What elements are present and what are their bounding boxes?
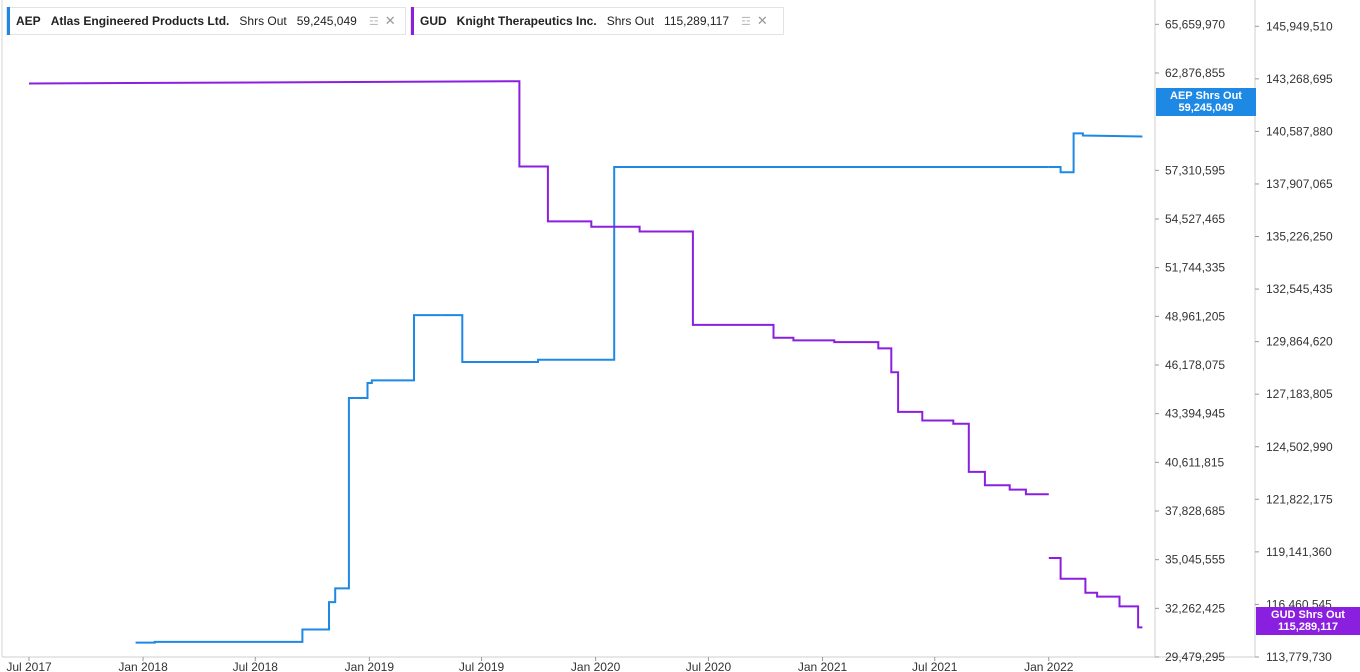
y-left-tick-label: 46,178,075 [1165, 358, 1225, 372]
legend-aep[interactable]: AEP Atlas Engineered Products Ltd. Shrs … [6, 7, 406, 35]
legend-value: 115,289,117 [664, 14, 729, 28]
x-tick-label: Jul 2018 [233, 660, 279, 672]
y-axis-right: 145,949,510 143,268,695 140,587,880 137,907… [1255, 19, 1333, 664]
legend-color-swatch [7, 7, 10, 35]
legend-field: Shrs Out [606, 14, 655, 28]
gud-tag-label: GUD Shrs Out [1271, 609, 1345, 621]
x-tick-label: Jan 2022 [1024, 660, 1074, 672]
legend-company-name: Knight Therapeutics Inc. [456, 14, 597, 28]
x-axis: Jul 2017 Jan 2018 Jul 2018 Jan 2019 Jul 2019… [6, 657, 1074, 672]
aep-tag-value: 59,245,049 [1178, 102, 1234, 114]
y-right-tick-label: 132,545,435 [1266, 282, 1333, 296]
aep-shrs-out-line-segment-3 [1048, 132, 1143, 174]
y-right-tick-label: 127,183,805 [1266, 387, 1333, 401]
gud-tag-value: 115,289,117 [1278, 621, 1338, 633]
y-right-tick-label: 121,822,175 [1266, 492, 1333, 506]
y-axis-left: 65,659,970 62,876,855 57,310,595 54,527,465… [1155, 17, 1225, 664]
x-tick-label: Jul 2020 [686, 660, 732, 672]
aep-shrs-out-line-segment-2 [441, 166, 1049, 363]
y-right-tick-label: 113,779,730 [1266, 650, 1332, 664]
y-right-tick-label: 119,141,360 [1266, 545, 1332, 559]
hide-series-icon[interactable]: ☲ [368, 15, 379, 28]
y-right-tick-label: 143,268,695 [1266, 72, 1333, 86]
y-right-tick-label: 124,502,990 [1266, 440, 1333, 454]
gud-shrs-out-line-segment-1 [1048, 557, 1143, 629]
y-left-tick-label: 62,876,855 [1165, 66, 1225, 80]
legend-value: 59,245,049 [296, 14, 357, 28]
y-right-tick-label: 129,864,620 [1266, 335, 1333, 349]
gud-last-value-tag: GUD Shrs Out 115,289,117 [1256, 607, 1360, 635]
legend-company-name: Atlas Engineered Products Ltd. [50, 14, 230, 28]
y-left-tick-label: 29,479,295 [1165, 650, 1225, 664]
legend-gud[interactable]: GUD Knight Therapeutics Inc. Shrs Out 11… [410, 7, 784, 35]
y-right-tick-label: 145,949,510 [1266, 19, 1333, 33]
x-tick-label: Jul 2019 [459, 660, 505, 672]
aep-tag-label: AEP Shrs Out [1170, 90, 1242, 102]
close-icon[interactable]: ✕ [756, 13, 768, 28]
x-tick-label: Jan 2019 [345, 660, 395, 672]
close-icon[interactable]: ✕ [384, 13, 396, 28]
aep-shrs-out-line-segment-1 [356, 314, 442, 399]
y-left-tick-label: 40,611,815 [1165, 455, 1224, 469]
y-left-tick-label: 48,961,205 [1165, 309, 1225, 323]
series-layer [28, 80, 1143, 644]
legend-ticker: AEP [16, 14, 41, 28]
y-right-tick-label: 135,226,250 [1266, 230, 1333, 244]
y-left-tick-label: 37,828,685 [1165, 504, 1225, 518]
legend-color-swatch [411, 7, 414, 35]
aep-shrs-out-line-segment-0 [135, 397, 357, 644]
hide-series-icon[interactable]: ☲ [741, 15, 751, 28]
y-left-tick-label: 51,744,335 [1165, 261, 1225, 275]
y-right-tick-label: 137,907,065 [1266, 177, 1333, 191]
plot-frame [1, 0, 1256, 658]
y-left-tick-label: 35,045,555 [1165, 553, 1225, 567]
y-left-tick-label: 43,394,945 [1165, 407, 1225, 421]
y-left-tick-label: 32,262,425 [1165, 601, 1225, 615]
legend-field: Shrs Out [239, 14, 287, 28]
x-tick-label: Jan 2021 [798, 660, 848, 672]
x-tick-label: Jan 2020 [571, 660, 621, 672]
x-tick-label: Jul 2021 [912, 660, 958, 672]
legend-ticker: GUD [420, 14, 447, 28]
y-left-tick-label: 65,659,970 [1165, 17, 1225, 31]
y-left-tick-label: 57,310,595 [1165, 163, 1225, 177]
x-tick-label: Jan 2018 [118, 660, 168, 672]
x-tick-label: Jul 2017 [6, 660, 52, 672]
y-left-tick-label: 54,527,465 [1165, 212, 1225, 226]
aep-last-value-tag: AEP Shrs Out 59,245,049 [1156, 88, 1256, 116]
y-right-tick-label: 140,587,880 [1266, 124, 1333, 138]
gud-shrs-out-line-segment-0 [28, 80, 1049, 496]
